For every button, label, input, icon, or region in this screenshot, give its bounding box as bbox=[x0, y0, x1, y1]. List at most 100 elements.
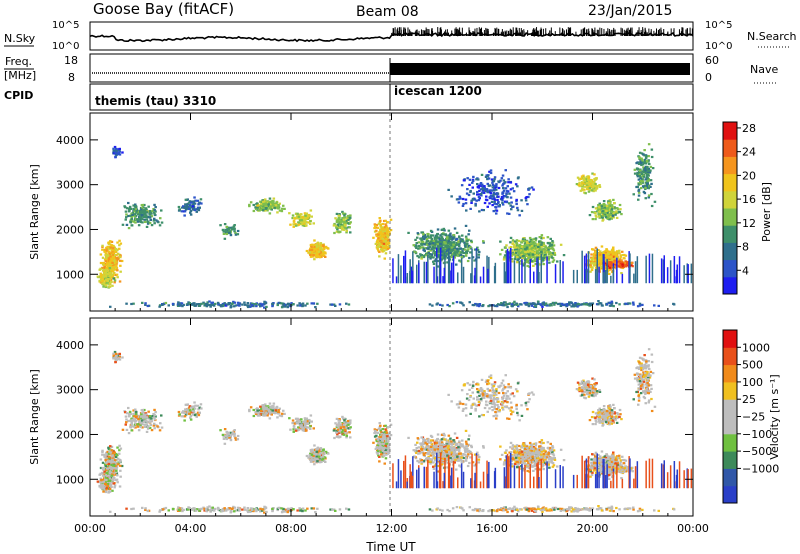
power-cell bbox=[112, 253, 115, 256]
power-cell bbox=[429, 229, 433, 232]
power-cell bbox=[637, 194, 641, 197]
power-cell bbox=[472, 192, 475, 195]
power-cell bbox=[424, 254, 427, 257]
power-cell bbox=[450, 248, 454, 251]
power-cell bbox=[527, 253, 531, 256]
power-cell bbox=[644, 154, 648, 157]
power-cell bbox=[440, 258, 444, 261]
power-cell bbox=[429, 236, 433, 239]
power-cell bbox=[616, 251, 620, 254]
power-cell bbox=[626, 262, 630, 265]
power-cell bbox=[373, 223, 377, 226]
power-cell bbox=[233, 227, 236, 230]
power-cell bbox=[132, 302, 135, 305]
power-cell bbox=[457, 254, 461, 257]
power-cell bbox=[310, 245, 313, 248]
power-cell bbox=[188, 204, 192, 207]
power-cell bbox=[191, 205, 195, 208]
power-cell bbox=[384, 243, 387, 246]
power-cell bbox=[443, 240, 446, 244]
power-cell bbox=[476, 249, 480, 252]
power-cell bbox=[505, 244, 508, 247]
power-cell bbox=[138, 210, 141, 213]
power-cell bbox=[267, 202, 271, 205]
power-cell bbox=[142, 211, 145, 214]
power-cell bbox=[117, 152, 121, 155]
power-cell bbox=[527, 261, 530, 264]
power-cell bbox=[603, 204, 607, 207]
colorbar-segment bbox=[723, 276, 737, 295]
power-cell bbox=[596, 206, 599, 210]
power-cell bbox=[101, 248, 104, 251]
power-cell bbox=[505, 189, 509, 193]
power-cell bbox=[256, 209, 260, 212]
power-cell bbox=[459, 247, 462, 250]
power-cell bbox=[221, 304, 225, 307]
power-cell bbox=[500, 177, 504, 180]
power-cell bbox=[489, 194, 493, 197]
power-cell bbox=[375, 229, 378, 232]
power-cell bbox=[442, 246, 445, 249]
power-cell bbox=[594, 269, 597, 284]
power-cell bbox=[455, 238, 458, 241]
power-cell bbox=[556, 302, 560, 306]
power-cell bbox=[526, 241, 529, 245]
power-cell bbox=[441, 304, 444, 307]
power-cell bbox=[537, 246, 540, 249]
power-cell bbox=[683, 265, 685, 284]
power-cell bbox=[442, 254, 445, 257]
power-cell bbox=[156, 220, 159, 223]
power-cell bbox=[637, 183, 641, 186]
velocity-cell bbox=[101, 449, 104, 452]
power-cell bbox=[644, 165, 648, 168]
power-cell bbox=[608, 263, 611, 266]
power-cell bbox=[462, 251, 466, 255]
power-cell bbox=[109, 240, 112, 243]
power-cell bbox=[448, 246, 451, 249]
power-cell bbox=[504, 181, 507, 184]
power-cell bbox=[442, 249, 445, 252]
power-cell bbox=[612, 252, 615, 255]
power-cell bbox=[262, 209, 265, 212]
power-cell bbox=[106, 269, 109, 273]
power-cell bbox=[222, 230, 225, 233]
colorbar-segment bbox=[723, 242, 737, 261]
power-cell bbox=[502, 182, 505, 185]
power-cell bbox=[335, 224, 338, 228]
power-cell bbox=[540, 237, 543, 240]
power-cell bbox=[420, 257, 423, 260]
power-cell bbox=[153, 217, 156, 220]
power-cell bbox=[139, 213, 142, 216]
power-cell bbox=[593, 252, 597, 255]
power-cell bbox=[497, 186, 501, 190]
power-cell bbox=[513, 300, 516, 303]
power-cell bbox=[208, 300, 211, 303]
power-cell bbox=[431, 247, 434, 250]
power-cell bbox=[177, 205, 181, 209]
power-cell bbox=[337, 218, 340, 221]
power-cell bbox=[378, 255, 381, 258]
power-cell bbox=[386, 228, 389, 231]
power-cell bbox=[510, 254, 514, 257]
power-cell bbox=[379, 219, 382, 222]
power-cell bbox=[447, 240, 450, 243]
power-cell bbox=[453, 256, 456, 259]
velocity-cell bbox=[113, 486, 116, 489]
power-cell bbox=[598, 216, 601, 219]
power-cell bbox=[624, 260, 627, 263]
power-cell bbox=[552, 244, 556, 247]
power-cell bbox=[540, 254, 542, 284]
power-cell bbox=[147, 220, 150, 224]
power-cell bbox=[140, 208, 143, 211]
power-cell bbox=[477, 184, 480, 187]
power-cell bbox=[525, 253, 529, 256]
power-cell bbox=[252, 209, 256, 213]
velocity-cell bbox=[109, 445, 112, 448]
power-cell bbox=[484, 198, 488, 201]
power-cell bbox=[183, 214, 186, 217]
power-cell bbox=[130, 218, 133, 221]
power-cell bbox=[302, 222, 305, 225]
power-cell bbox=[644, 178, 647, 181]
power-cell bbox=[383, 226, 387, 229]
power-cell bbox=[460, 251, 463, 254]
